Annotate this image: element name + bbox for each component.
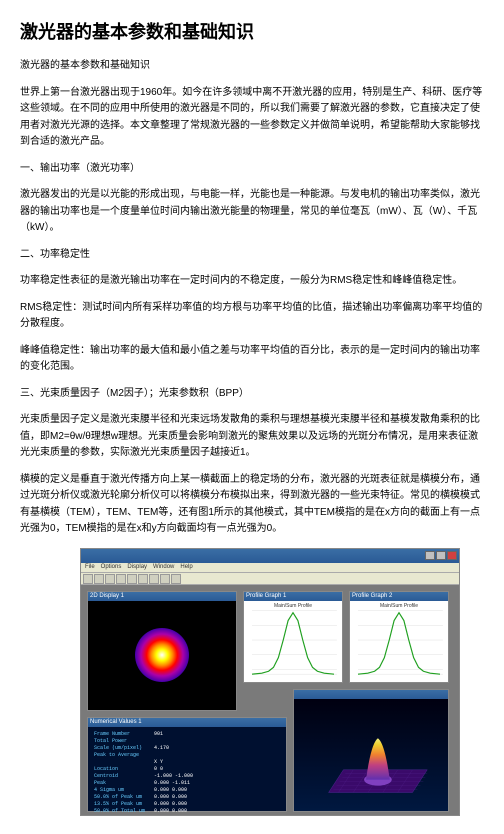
data-label: Total Power [94,738,154,745]
graph-2-label: Main/Sum Profile [350,603,448,609]
minimize-button[interactable] [425,551,435,560]
menu-display[interactable]: Display [127,564,147,571]
para-2-2: RMS稳定性：测试时间内所有采样功率值的均方根与功率平均值的比值，描述输出功率偏… [20,300,484,333]
peak [366,738,390,779]
beam-spot [135,628,189,682]
gaussian-curve-1 [244,601,342,682]
panel-g1-title: Profile Graph 1 [244,592,342,601]
graph-2-body: Main/Sum Profile [350,601,448,682]
data-row: Total Power [94,738,280,745]
data-label [94,759,154,766]
maximize-button[interactable] [436,551,446,560]
menu-options[interactable]: Options [101,564,122,571]
toolbar-button[interactable] [127,574,137,584]
toolbar [81,573,459,585]
data-label: Centroid [94,773,154,780]
data-value: 0.000 0.000 [154,808,187,815]
section-1-head: 一、输出功率（激光功率） [20,161,484,178]
data-row: 50.0% of Peak um0.000 0.000 [94,794,280,801]
data-value: -1.000 -1.000 [154,773,193,780]
grid [252,610,337,673]
data-value: 0.000 0.000 [154,801,187,808]
data-value: 0 0 [154,766,163,773]
para-3-2: 横模的定义是垂直于激光传播方向上某一横截面上的稳定场的分布，激光器的光斑表征就是… [20,472,484,538]
data-value: 901 [154,731,163,738]
panel-data-title: Numerical Values 1 [88,718,286,727]
data-row: 4 Sigma um0.000 0.000 [94,787,280,794]
data-row: Centroid-1.000 -1.000 [94,773,280,780]
data-value: 4.170 [154,745,169,752]
toolbar-button[interactable] [171,574,181,584]
panel-g2-title: Profile Graph 2 [350,592,448,601]
close-button[interactable] [447,551,457,560]
para-2-1: 功率稳定性表征的是激光输出功率在一定时间内的不稳定度，一般分为RMS稳定性和峰峰… [20,273,484,290]
analysis-software-screenshot: File Options Display Window Help 2D Disp… [80,548,460,816]
data-label: Peak [94,780,154,787]
workspace: 2D Display 1 Profile Graph 1 Main/Sum Pr… [81,585,459,815]
panel-profile-graph-1[interactable]: Profile Graph 1 Main/Sum Profile [243,591,343,683]
data-label: Location [94,766,154,773]
toolbar-button[interactable] [138,574,148,584]
panel-numerical-values[interactable]: Numerical Values 1 Frame Number901Total … [87,717,287,812]
gaussian-curve-2 [350,601,448,682]
data-table: Frame Number901Total PowerScale (um/pixe… [88,727,286,819]
menu-help[interactable]: Help [180,564,192,571]
toolbar-button[interactable] [116,574,126,584]
toolbar-button[interactable] [160,574,170,584]
data-value: 0.000 0.000 [154,787,187,794]
graph-1-label: Main/Sum Profile [244,603,342,609]
menubar: File Options Display Window Help [81,563,459,573]
intro-2: 世界上第一台激光器出现于1960年。如今在许多领域中离不开激光器的应用，特别是生… [20,85,484,151]
menu-window[interactable]: Window [153,564,174,571]
data-row: Location0 0 [94,766,280,773]
menu-file[interactable]: File [85,564,95,571]
para-1-1: 激光器发出的光是以光能的形成出现，与电能一样，光能也是一种能源。与发电机的输出功… [20,187,484,237]
data-row: Scale (um/pixel)4.170 [94,745,280,752]
data-label: 13.5% of Peak um [94,801,154,808]
data-label: 50.0% of Total um [94,808,154,815]
data-label: Frame Number [94,731,154,738]
para-3-1: 光束质量因子定义是激光束腰半径和光束远场发散角的乘积与理想基模光束腰半径和基模发… [20,412,484,462]
data-value: 0.000 -1.011 [154,780,190,787]
graph-1-body: Main/Sum Profile [244,601,342,682]
data-label: Peak to Average [94,752,154,759]
panel-2d-display[interactable]: 2D Display 1 [87,591,237,711]
data-row: Peak to Average [94,752,280,759]
data-row: Peak0.000 -1.011 [94,780,280,787]
data-label: 50.0% of Peak um [94,794,154,801]
intro-1: 激光器的基本参数和基础知识 [20,58,484,75]
surface-plot [294,699,448,811]
panel-2d-title: 2D Display 1 [88,592,236,601]
data-row: X Y [94,759,280,766]
toolbar-button[interactable] [105,574,115,584]
data-row: 50.0% of Total um0.000 0.000 [94,808,280,815]
section-3-head: 三、光束质量因子（M2因子）；光束参数积（BPP） [20,386,484,403]
surface-3d [294,698,448,812]
curve [358,612,440,673]
window-titlebar [81,549,459,563]
data-label: Scale (um/pixel) [94,745,154,752]
grid [358,610,443,673]
data-row: 13.5% of Peak um0.000 0.000 [94,801,280,808]
toolbar-button[interactable] [83,574,93,584]
data-value: 0.000 0.000 [154,794,187,801]
page-title: 激光器的基本参数和基础知识 [20,18,484,44]
curve [252,612,334,673]
section-2-head: 二、功率稳定性 [20,247,484,264]
beam-profile-image [88,601,236,710]
data-label: 4 Sigma um [94,787,154,794]
toolbar-button[interactable] [149,574,159,584]
panel-profile-graph-2[interactable]: Profile Graph 2 Main/Sum Profile [349,591,449,683]
data-row: Frame Number901 [94,731,280,738]
data-value: X Y [154,759,163,766]
para-2-3: 峰峰值稳定性：输出功率的最大值和最小值之差与功率平均值的百分比，表示的是一定时间… [20,343,484,376]
toolbar-button[interactable] [94,574,104,584]
panel-3d-display[interactable] [293,689,449,812]
